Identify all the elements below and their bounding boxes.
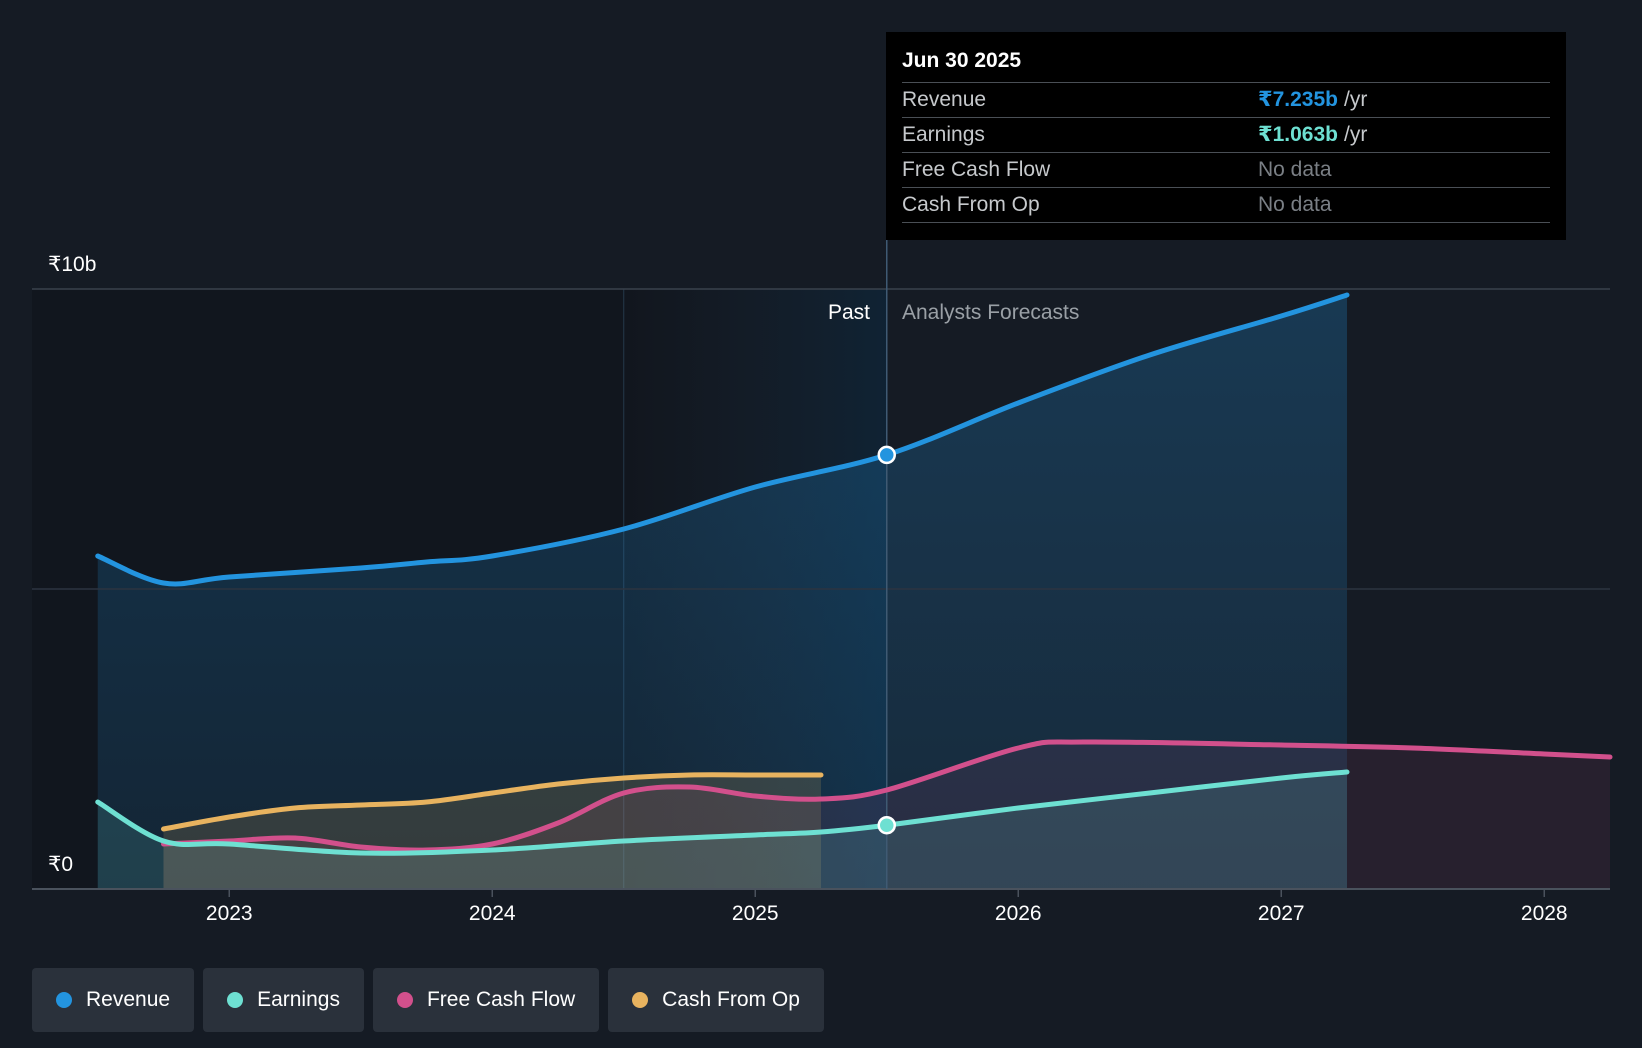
y-tick-label-top: ₹10b [48,253,97,276]
forecast-region-label: Analysts Forecasts [902,301,1080,324]
earnings-dot-icon [227,992,244,1008]
revenue-line [95,292,1350,587]
x-tick-label: 2025 [731,902,779,925]
tooltip-value: ₹7.235b [1258,88,1338,111]
tooltip-label: Earnings [902,123,985,146]
tooltip-unit: /yr [1344,123,1368,146]
legend-item-earnings[interactable]: Earnings [203,968,364,1032]
x-tick-label: 2023 [205,902,253,925]
data-tooltip: Jun 30 2025 Revenue ₹7.235b /yr Earnings… [886,32,1566,240]
earnings-hover-point [877,815,896,835]
tooltip-label: Cash From Op [902,193,1040,216]
tooltip-row-revenue: Revenue ₹7.235b /yr [902,83,1550,118]
legend-label: Free Cash Flow [426,988,576,1011]
revenue-area [97,295,1347,889]
chart-legend: Revenue Earnings Free Cash Flow Cash Fro… [32,968,824,1032]
x-tick-label: 2027 [1257,902,1305,925]
legend-item-free-cash-flow[interactable]: Free Cash Flow [372,968,600,1032]
legend-item-revenue[interactable]: Revenue [32,968,195,1032]
tooltip-unit: /yr [1344,88,1368,111]
cash-from-op-dot-icon [632,992,649,1008]
legend-label: Earnings [257,988,340,1011]
tooltip-label: Free Cash Flow [902,158,1051,181]
tooltip-value: ₹1.063b [1258,123,1338,146]
legend-item-cash-from-op[interactable]: Cash From Op [608,968,824,1032]
legend-label: Revenue [86,988,171,1011]
free-cash-flow-line [161,739,1613,853]
x-tick-label: 2024 [468,902,516,925]
tooltip-value: No data [1258,193,1332,216]
tooltip-row-free-cash-flow: Free Cash Flow No data [902,153,1550,188]
revenue-hover-point [877,445,896,465]
x-tick-label: 2028 [1520,902,1568,925]
tooltip-label: Revenue [902,88,987,111]
y-tick-label-zero: ₹0 [48,853,74,876]
x-tick-label: 2026 [994,902,1042,925]
free-cash-flow-dot-icon [396,992,413,1008]
cash-from-op-area [163,774,821,889]
legend-label: Cash From Op [662,988,800,1011]
tooltip-row-cash-from-op: Cash From Op No data [902,188,1550,223]
earnings-line [95,769,1350,856]
cash-from-op-line [161,772,824,832]
earnings-area [97,772,1347,889]
tooltip-date: Jun 30 2025 [902,46,1550,83]
tooltip-value: No data [1258,158,1332,181]
tooltip-row-earnings: Earnings ₹1.063b /yr [902,118,1550,153]
past-region-label: Past [827,301,870,324]
revenue-dot-icon [56,992,72,1008]
